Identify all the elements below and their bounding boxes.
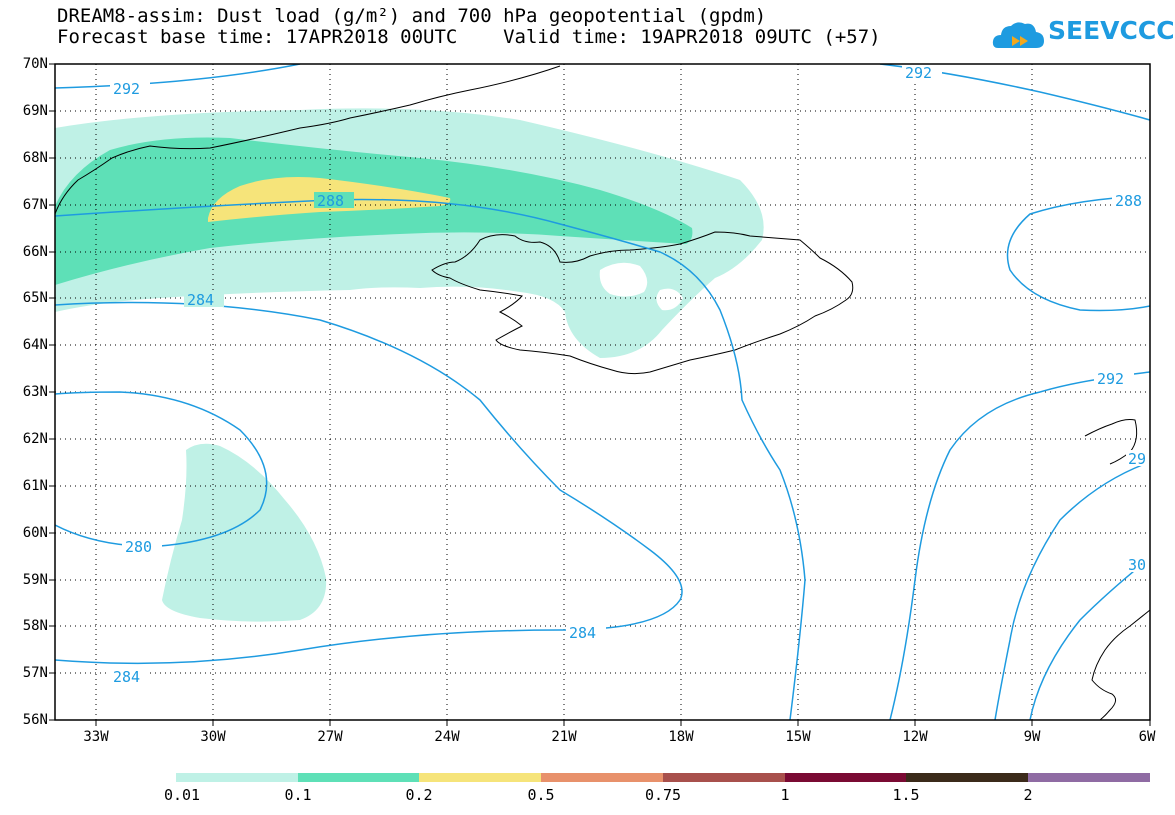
- contour-292-north: [55, 64, 301, 89]
- legend-label: 2: [1023, 786, 1033, 804]
- faroe-coast: [1084, 419, 1138, 465]
- contour-label: 280: [125, 538, 152, 556]
- legend-swatch: [1028, 773, 1150, 782]
- lat-label: 59N: [22, 572, 48, 588]
- lon-label: 33W: [83, 729, 109, 745]
- lat-label: 57N: [22, 665, 48, 681]
- legend-label: 1: [780, 786, 790, 804]
- lat-label: 65N: [22, 290, 48, 306]
- lat-label: 68N: [22, 150, 48, 166]
- lat-label: 58N: [22, 618, 48, 634]
- lat-label: 69N: [22, 103, 48, 119]
- contour-label: 288: [317, 192, 344, 210]
- legend-swatch: [663, 773, 785, 782]
- lon-label: 12W: [902, 729, 928, 745]
- legend-label: 0.1: [284, 786, 312, 804]
- axis-ticks: [49, 63, 1151, 726]
- lon-label: 6W: [1138, 729, 1156, 745]
- lon-label: 9W: [1023, 729, 1041, 745]
- contour-288-east: [1006, 195, 1150, 312]
- geopotential-contours: [55, 64, 1150, 720]
- lat-label: 64N: [22, 337, 48, 353]
- contour-30x: [1029, 557, 1150, 720]
- legend-label: 0.5: [527, 786, 555, 804]
- lon-label: 15W: [785, 729, 811, 745]
- contour-label: 288: [1115, 192, 1142, 210]
- legend-label: 0.75: [644, 786, 682, 804]
- lat-label: 62N: [22, 431, 48, 447]
- lon-label: 18W: [668, 729, 694, 745]
- lat-label: 67N: [22, 197, 48, 213]
- lat-label: 70N: [22, 56, 48, 72]
- lon-label: 30W: [200, 729, 226, 745]
- map-title-line2: Forecast base time: 17APR2018 00UTC Vali…: [57, 26, 881, 48]
- contour-label: 30: [1128, 556, 1146, 574]
- lon-label: 24W: [434, 729, 460, 745]
- legend-label: 0.01: [163, 786, 201, 804]
- dust-area-0.01-south: [162, 443, 327, 622]
- contour-292-east: [889, 371, 1150, 720]
- contour-284: [55, 301, 683, 665]
- contour-label: 284: [569, 624, 596, 642]
- seevccc-cloud-logo-icon: [992, 22, 1044, 48]
- iceland-clear-area: [599, 262, 648, 297]
- lon-label: 27W: [317, 729, 343, 745]
- dust-area-0.1: [55, 137, 693, 285]
- contour-29x: [994, 461, 1150, 720]
- iceland-clear-area-2: [656, 288, 683, 311]
- legend-label: 1.5: [892, 786, 920, 804]
- contour-label: 292: [1097, 370, 1124, 388]
- scotland-coast: [1091, 609, 1150, 720]
- contour-label: 292: [905, 64, 932, 82]
- lat-label: 61N: [22, 478, 48, 494]
- lat-label: 63N: [22, 384, 48, 400]
- iceland-coast: [431, 231, 854, 375]
- legend-swatch: [785, 773, 906, 782]
- contour-label: 284: [187, 291, 214, 309]
- legend-swatch: [176, 773, 298, 782]
- legend-swatch: [906, 773, 1028, 782]
- contour-label: 29: [1128, 450, 1146, 468]
- greenland-coast: [55, 65, 561, 215]
- legend-swatch: [419, 773, 541, 782]
- contour-label: 292: [113, 80, 140, 98]
- contour-label: 284: [113, 668, 140, 686]
- lat-label: 66N: [22, 244, 48, 260]
- map-title-line1: DREAM8-assim: Dust load (g/m²) and 700 h…: [57, 5, 767, 27]
- lat-label: 60N: [22, 525, 48, 541]
- legend-label: 0.2: [405, 786, 433, 804]
- legend-swatch: [541, 773, 663, 782]
- logo-text: SEEVCCC: [1048, 16, 1175, 45]
- lon-label: 21W: [551, 729, 577, 745]
- coastlines: [55, 65, 1150, 720]
- legend-swatch: [298, 773, 419, 782]
- lat-label: 56N: [22, 712, 48, 728]
